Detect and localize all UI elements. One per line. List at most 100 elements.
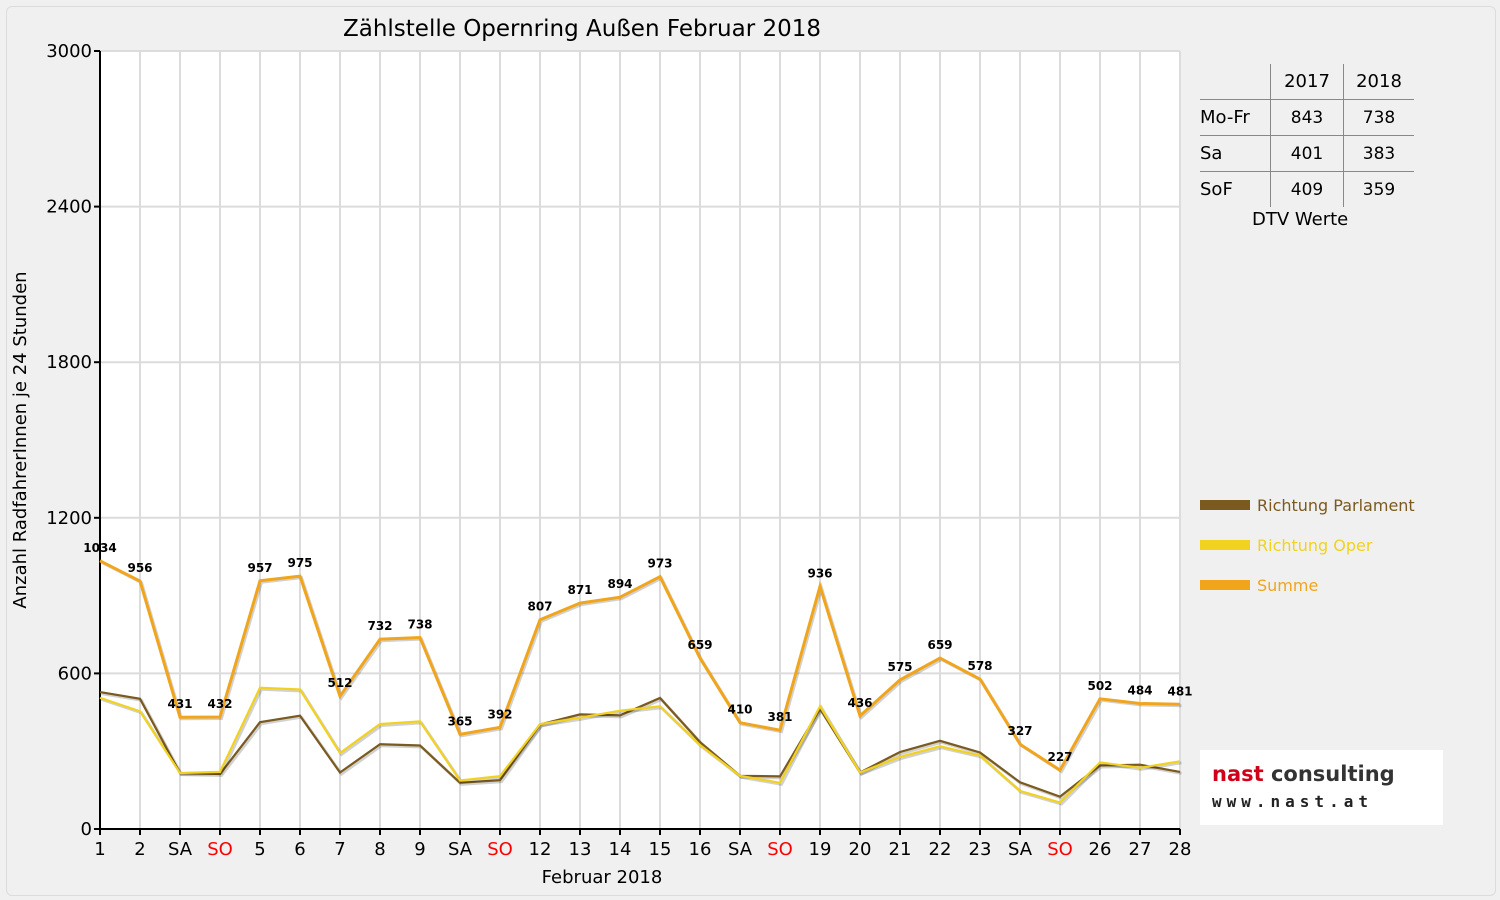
dtv-row-label: Mo-Fr: [1200, 99, 1271, 136]
x-tick-label: SA: [168, 839, 193, 860]
data-label: 381: [767, 710, 792, 724]
x-tick-label: SO: [767, 839, 793, 860]
y-tick-label: 1200: [46, 508, 92, 529]
legend-item-parlament: Richtung Parlament: [1200, 494, 1415, 516]
data-label: 431: [167, 697, 192, 711]
data-label: 481: [1167, 684, 1192, 698]
dtv-value-2018: 738: [1343, 99, 1414, 136]
legend-label: Summe: [1257, 575, 1319, 595]
x-tick-label: 16: [689, 839, 712, 860]
y-tick-label: 0: [81, 819, 92, 840]
x-tick-label: 19: [809, 839, 832, 860]
x-tick-label: 6: [294, 839, 305, 860]
legend-label: Richtung Oper: [1257, 535, 1373, 555]
dtv-value-2018: 359: [1343, 171, 1414, 207]
x-tick-label: SA: [728, 839, 753, 860]
x-tick-label: SO: [207, 839, 233, 860]
logo-name-part1: nast: [1212, 762, 1264, 786]
x-tick-label: 14: [609, 839, 632, 860]
data-label: 410: [727, 703, 752, 717]
y-tick-label: 2400: [46, 197, 92, 218]
data-label: 957: [247, 561, 272, 575]
dtv-caption: DTV Werte: [1252, 209, 1349, 230]
legend-item-summe: Summe: [1200, 574, 1318, 596]
x-tick-label: SO: [1047, 839, 1073, 860]
x-tick-label: 26: [1089, 839, 1112, 860]
data-label: 956: [127, 561, 152, 575]
logo-url: www.nast.at: [1212, 792, 1373, 811]
legend-swatch: [1200, 500, 1250, 510]
series-line: [99, 691, 1181, 798]
dtv-row: SoF 409 359: [1200, 171, 1414, 207]
plot-area: [100, 51, 1180, 829]
dtv-header-2018: 2018: [1343, 64, 1414, 100]
data-label: 432: [207, 697, 232, 711]
dtv-value-2018: 383: [1343, 135, 1414, 172]
data-label: 738: [407, 618, 432, 632]
x-tick-label: 12: [529, 839, 552, 860]
data-label: 512: [327, 676, 352, 690]
legend-swatch: [1200, 580, 1250, 590]
data-label: 392: [487, 707, 512, 721]
x-tick-label: SA: [1008, 839, 1033, 860]
data-label: 365: [447, 714, 472, 728]
data-label: 659: [927, 638, 952, 652]
x-tick-label: SA: [448, 839, 473, 860]
x-tick-label: 27: [1129, 839, 1152, 860]
x-tick-label: 13: [569, 839, 592, 860]
data-label: 894: [607, 577, 632, 591]
data-label: 973: [647, 557, 672, 571]
data-label: 227: [1047, 750, 1072, 764]
series-line: [99, 559, 1181, 773]
company-logo: nast consulting www.nast.at: [1200, 750, 1443, 825]
dtv-header-2017: 2017: [1270, 64, 1344, 100]
x-tick-label: 28: [1169, 839, 1192, 860]
data-label: 807: [527, 600, 552, 614]
x-tick-label: 2: [134, 839, 145, 860]
logo-name-part2: consulting: [1263, 762, 1395, 786]
y-tick-label: 1800: [46, 352, 92, 373]
legend-item-oper: Richtung Oper: [1200, 534, 1372, 556]
x-tick-label: 23: [969, 839, 992, 860]
data-label: 975: [287, 556, 312, 570]
dtv-row: Sa 401 383: [1200, 135, 1414, 172]
x-tick-label: 9: [414, 839, 425, 860]
dtv-row: Mo-Fr 843 738: [1200, 99, 1414, 136]
chart-title: Zählstelle Opernring Außen Februar 2018: [343, 16, 821, 42]
data-label: 659: [687, 638, 712, 652]
x-tick-label: 8: [374, 839, 385, 860]
data-label: 327: [1007, 724, 1032, 738]
x-tick-label: 21: [889, 839, 912, 860]
data-label: 871: [567, 583, 592, 597]
dtv-value-2017: 843: [1270, 99, 1344, 136]
x-tick-label: 22: [929, 839, 952, 860]
x-tick-label: 20: [849, 839, 872, 860]
dtv-header-row: 2017 2018: [1200, 64, 1414, 100]
data-label: 1034: [83, 541, 116, 555]
logo-name: nast consulting: [1212, 762, 1395, 786]
x-tick-label: SO: [487, 839, 513, 860]
dtv-row-label: SoF: [1200, 171, 1271, 207]
data-label: 502: [1087, 679, 1112, 693]
legend-label: Richtung Parlament: [1257, 495, 1415, 515]
legend-swatch: [1200, 540, 1250, 550]
series-line: [99, 686, 1181, 804]
dtv-corner: [1200, 64, 1271, 100]
data-label: 578: [967, 659, 992, 673]
x-tick-label: 1: [94, 839, 105, 860]
y-tick-label: 3000: [46, 41, 92, 62]
x-tick-label: 7: [334, 839, 345, 860]
dtv-table: 2017 2018 Mo-Fr 843 738 Sa 401 383 SoF 4…: [1200, 64, 1414, 207]
y-axis-label: Anzahl RadfahrerInnen je 24 Stunden: [10, 271, 31, 608]
x-axis-label: Februar 2018: [542, 867, 663, 888]
dtv-row-label: Sa: [1200, 135, 1271, 172]
data-label: 484: [1127, 683, 1152, 697]
data-label: 436: [847, 696, 872, 710]
dtv-value-2017: 409: [1270, 171, 1344, 207]
data-label: 732: [367, 619, 392, 633]
data-label: 575: [887, 660, 912, 674]
dtv-value-2017: 401: [1270, 135, 1344, 172]
y-tick-label: 600: [58, 663, 92, 684]
x-tick-label: 5: [254, 839, 265, 860]
